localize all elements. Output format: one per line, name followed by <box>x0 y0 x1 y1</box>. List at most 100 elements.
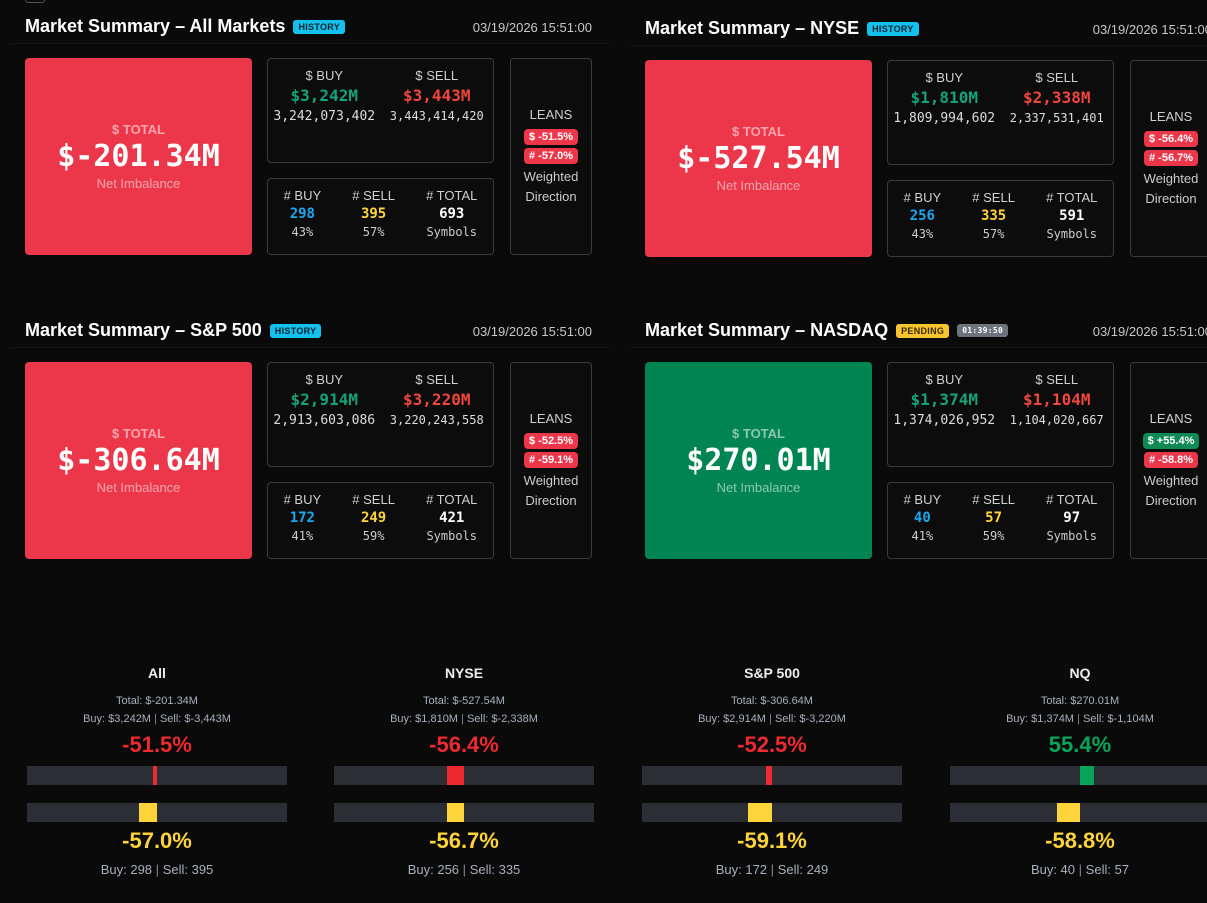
count-sell-label: # SELL <box>972 190 1015 205</box>
direction-label: Direction <box>1145 190 1197 206</box>
gauge-total: Total: $-201.34M <box>116 695 198 707</box>
market-summary-panel: Market Summary – All Markets HISTORY 03/… <box>10 12 610 292</box>
count-bar-fill <box>1057 803 1080 822</box>
count-buy-pct: 41% <box>291 529 314 543</box>
dollar-bar-fill <box>153 766 157 785</box>
status-badge[interactable]: HISTORY <box>293 19 346 34</box>
buy-label: $ BUY <box>305 68 344 83</box>
buy-raw: 3,242,073,402 <box>273 109 376 124</box>
status-badge[interactable]: PENDING <box>896 323 950 338</box>
buy-value: $1,810M <box>910 88 978 107</box>
gauge-sell: Sell: $-3,220M <box>774 713 846 725</box>
count-total-label: # TOTAL <box>1046 492 1098 507</box>
gauge-count-buy: Buy: 40 <box>1030 862 1076 877</box>
sell-label: $ SELL <box>415 372 459 387</box>
weighted-label: Weighted <box>1143 472 1199 488</box>
market-summary-panel: Market Summary – NYSE HISTORY 03/19/2026… <box>630 14 1207 294</box>
count-bar-fill <box>138 803 157 822</box>
gauge-buy: Buy: $1,374M <box>1006 713 1074 725</box>
symbols-label: Symbols <box>1046 227 1098 241</box>
total-sub: Net Imbalance <box>716 480 801 495</box>
count-card: # BUY 40 41% # SELL 57 59% # TOTAL 97 Sy… <box>887 482 1114 559</box>
direction-label: Direction <box>525 492 577 508</box>
lean-dollar-badge: $ -51.5% <box>523 128 579 145</box>
lean-dollar-badge: $ -52.5% <box>523 432 579 449</box>
count-total: 421 <box>439 510 465 526</box>
weighted-label: Weighted <box>1143 170 1199 186</box>
count-bar-fill <box>446 803 464 822</box>
buy-label: $ BUY <box>925 372 964 387</box>
panel-header: Market Summary – All Markets HISTORY 03/… <box>10 12 610 44</box>
sell-label: $ SELL <box>1035 70 1079 85</box>
total-label: $ TOTAL <box>112 426 165 441</box>
gauge-count-sell: Sell: 249 <box>777 862 829 877</box>
count-pct: -59.1% <box>737 828 807 853</box>
leans-label: LEANS <box>529 106 573 122</box>
dollar-bar-fill <box>1080 766 1095 785</box>
count-buy-label: # BUY <box>283 188 322 203</box>
buy-label: $ BUY <box>925 70 964 85</box>
dollar-pct: -56.4% <box>429 732 499 757</box>
count-pct: -57.0% <box>122 828 192 853</box>
panel-timestamp: 03/19/2026 15:51:00 <box>1092 22 1207 37</box>
total-value: $-201.34M <box>57 139 220 174</box>
dollar-bar <box>950 766 1207 785</box>
panel-title: Market Summary – S&P 500 <box>25 320 262 340</box>
sell-label: $ SELL <box>1035 372 1079 387</box>
lean-dollar-badge: $ -56.4% <box>1143 130 1199 147</box>
panel-header: Market Summary – NASDAQ PENDING 01:39:50… <box>630 316 1207 348</box>
net-total-card: $ TOTAL $-201.34M Net Imbalance <box>25 58 252 255</box>
count-card: # BUY 256 43% # SELL 335 57% # TOTAL 591… <box>887 180 1114 257</box>
direction-label: Direction <box>525 188 577 204</box>
panel-title: Market Summary – NYSE <box>645 18 860 38</box>
count-bar-fill <box>748 803 772 822</box>
count-total-label: # TOTAL <box>1046 190 1098 205</box>
leans-card: LEANS $ +55.4% # -58.8% Weighted Directio… <box>1130 362 1207 559</box>
count-buy-pct: 41% <box>911 529 934 543</box>
lean-dollar-badge: $ +55.4% <box>1142 432 1200 449</box>
sell-value: $3,220M <box>403 390 471 409</box>
sell-value: $2,338M <box>1023 88 1091 107</box>
leans-card: LEANS $ -51.5% # -57.0% Weighted Directio… <box>510 58 592 255</box>
market-summary-panel: Market Summary – S&P 500 HISTORY 03/19/2… <box>10 316 610 596</box>
gauge-total: Total: $270.01M <box>1040 695 1120 707</box>
count-total: 591 <box>1059 208 1085 224</box>
gauge-name: All <box>148 665 166 681</box>
net-total-card: $ TOTAL $-527.54M Net Imbalance <box>645 60 872 257</box>
count-sell-pct: 59% <box>982 529 1005 543</box>
gauge-sell: Sell: $-1,104M <box>1082 713 1154 725</box>
imbalance-gauge: All Total: $-201.34M Buy: $3,242M | Sell… <box>27 665 287 877</box>
lean-count-badge: # -59.1% <box>523 451 579 468</box>
gauge-name: NYSE <box>444 665 484 681</box>
dollar-bar <box>334 766 594 785</box>
symbols-label: Symbols <box>426 225 478 239</box>
symbols-label: Symbols <box>1046 529 1098 543</box>
sell-raw: 2,337,531,401 <box>1009 111 1104 125</box>
dollar-bar <box>642 766 902 785</box>
weighted-label: Weighted <box>523 472 579 488</box>
symbols-label: Symbols <box>426 529 478 543</box>
leans-label: LEANS <box>529 410 573 426</box>
status-badge[interactable]: HISTORY <box>867 21 919 36</box>
gauge-sell: Sell: $-2,338M <box>466 713 538 725</box>
lean-count-badge: # -57.0% <box>523 147 579 164</box>
total-sub: Net Imbalance <box>96 480 181 495</box>
sell-value: $3,443M <box>403 86 471 105</box>
count-buy-pct: 43% <box>291 225 314 239</box>
count-pct: -58.8% <box>1045 828 1115 853</box>
panel-header: Market Summary – S&P 500 HISTORY 03/19/2… <box>10 316 610 348</box>
dollar-buy-sell-card: $ BUY $3,242M 3,242,073,402 $ SELL $3,44… <box>267 58 494 163</box>
gauge-sell: Sell: $-3,443M <box>159 713 231 725</box>
sell-raw: 3,443,414,420 <box>389 109 484 123</box>
net-total-card: $ TOTAL $270.01M Net Imbalance <box>645 362 872 559</box>
count-pct: -56.7% <box>429 828 499 853</box>
sell-raw: 1,104,020,667 <box>1009 413 1104 427</box>
count-sell-label: # SELL <box>352 492 395 507</box>
count-sell-pct: 57% <box>362 225 385 239</box>
panel-title: Market Summary – All Markets <box>25 16 286 36</box>
top-button[interactable] <box>25 0 45 3</box>
count-sell: 57 <box>985 510 1003 526</box>
leans-card: LEANS $ -52.5% # -59.1% Weighted Directio… <box>510 362 592 559</box>
gauge-count-sell: Sell: 335 <box>469 862 521 877</box>
status-badge[interactable]: HISTORY <box>269 323 322 338</box>
